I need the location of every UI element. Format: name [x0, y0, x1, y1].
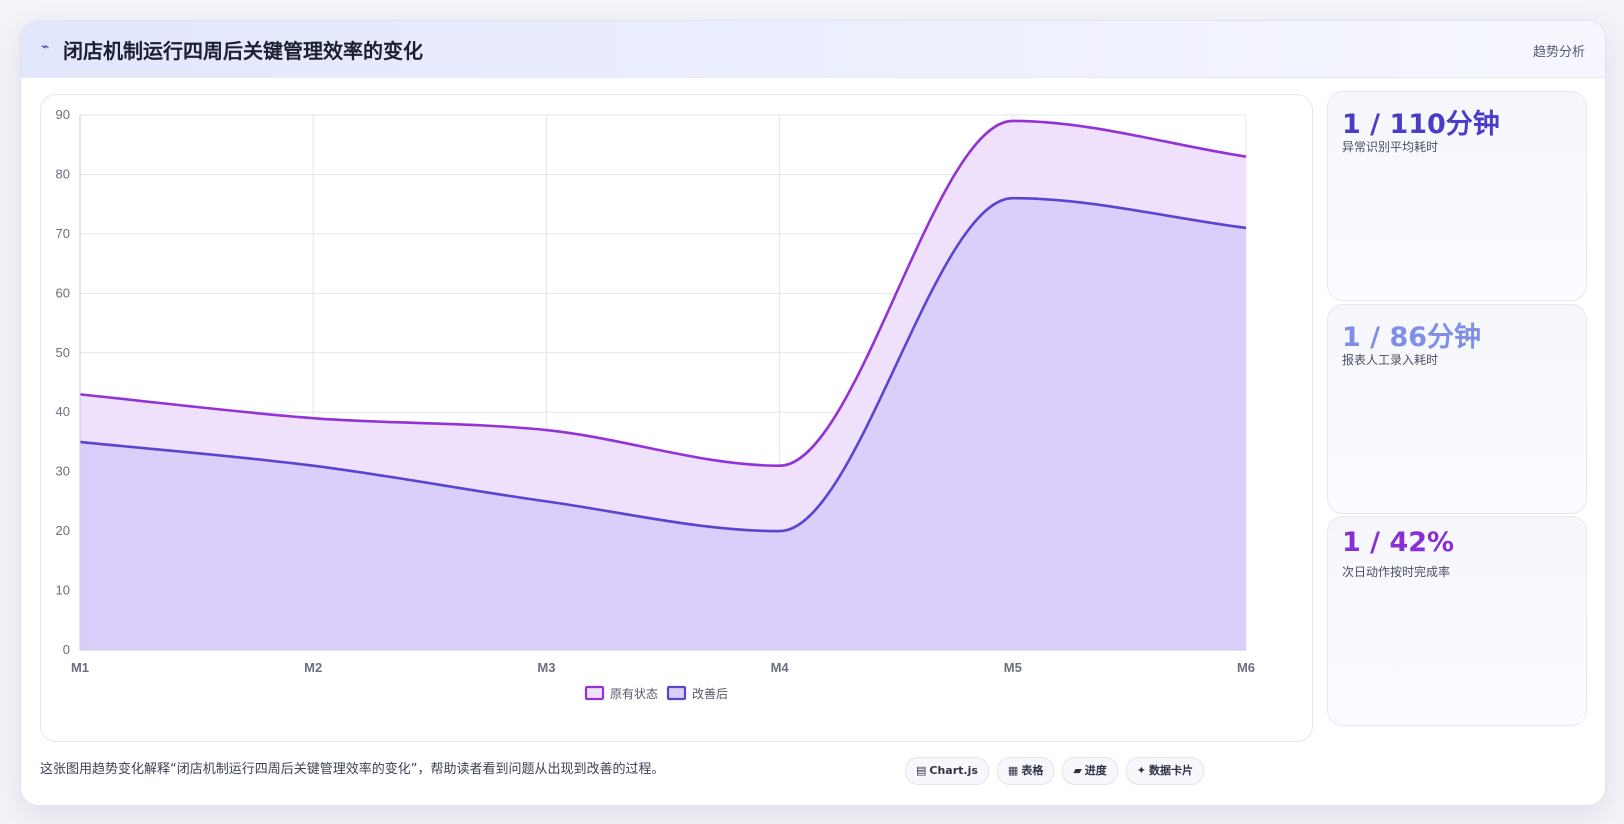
stat-value: 1 / 86分钟 — [1342, 322, 1482, 353]
stat-label: 次日动作按时完成率 — [1342, 565, 1451, 579]
analysis-type-tag: 趋势分析 — [1532, 45, 1585, 60]
chip-table[interactable]: ▦ 表格 — [996, 757, 1055, 785]
legend-label: 改善后 — [692, 686, 728, 701]
x-tick-label: M6 — [1237, 660, 1255, 675]
chip-label: 进度 — [1084, 764, 1107, 777]
y-tick-label: 0 — [63, 642, 70, 657]
table-icon: ▦ — [1007, 764, 1019, 777]
chart-panel: 0 10 20 30 40 50 60 70 80 90 M1 M2 M3 M4 M5 M6 原有状态 改善后 — [40, 94, 1313, 742]
chip-data-card[interactable]: ✦ 数据卡片 — [1125, 757, 1205, 785]
chart-icon: ▤ — [916, 764, 927, 777]
chip-label: 数据卡片 — [1149, 764, 1194, 777]
y-tick-label: 40 — [56, 404, 70, 419]
chip-chartjs[interactable]: ▤ Chart.js — [905, 757, 989, 785]
x-tick-label: M3 — [537, 660, 555, 675]
main-card: ⌁ 闭店机制运行四周后关键管理效率的变化 趋势分析 0 10 20 30 40 50 60 7… — [20, 20, 1606, 806]
page-title: 闭店机制运行四周后关键管理效率的变化 — [63, 39, 423, 63]
x-tick-label: M2 — [304, 660, 322, 675]
stat-card-anomaly-time: 1 / 110分钟 异常识别平均耗时 — [1327, 91, 1587, 301]
y-tick-label: 30 — [56, 464, 70, 479]
stat-value: 1 / 42% — [1342, 527, 1455, 558]
stat-card-report-entry-time: 1 / 86分钟 报表人工录入耗时 — [1327, 304, 1587, 514]
stat-card-completion-rate: 1 / 42% 次日动作按时完成率 — [1327, 516, 1587, 726]
chart-description: 这张图用趋势变化解释“闭店机制运行四周后关键管理效率的变化”，帮助读者看到问题从… — [40, 762, 665, 777]
y-tick-label: 10 — [56, 583, 70, 598]
tech-chips: ▤ Chart.js ▦ 表格 ▰ 进度 ✦ 数据卡片 — [905, 757, 1205, 785]
chip-progress[interactable]: ▰ 进度 — [1062, 757, 1118, 785]
y-tick-label: 70 — [56, 226, 70, 241]
chip-label: Chart.js — [929, 764, 978, 777]
legend-swatch — [666, 685, 687, 701]
sparkle-icon: ✦ — [1136, 764, 1147, 777]
y-tick-label: 60 — [56, 285, 70, 300]
series-area-1 — [80, 198, 1246, 650]
series-line-0 — [79, 119, 1247, 468]
area-chart: 0 10 20 30 40 50 60 70 80 90 M1 M2 M3 M4 M5 M6 原有状态 改善后 — [56, 107, 1256, 701]
legend-label: 原有状态 — [610, 687, 658, 701]
y-tick-label: 90 — [56, 107, 70, 122]
x-tick-label: M4 — [771, 660, 790, 675]
y-tick-label: 20 — [56, 523, 70, 538]
stat-label: 报表人工录入耗时 — [1342, 353, 1439, 367]
legend-swatch — [584, 685, 605, 701]
x-tick-label: M5 — [1004, 660, 1022, 675]
chip-label: 表格 — [1021, 764, 1044, 777]
x-tick-label: M1 — [71, 660, 89, 675]
progress-icon: ▰ — [1073, 764, 1082, 777]
y-tick-label: 80 — [56, 166, 70, 181]
card-header: ⌁ 闭店机制运行四周后关键管理效率的变化 趋势分析 — [21, 21, 1605, 78]
series-line-1 — [79, 196, 1247, 533]
y-tick-label: 50 — [56, 345, 70, 360]
trend-icon: ⌁ — [41, 39, 50, 55]
stat-value: 1 / 110分钟 — [1342, 109, 1500, 140]
stat-label: 异常识别平均耗时 — [1342, 140, 1439, 154]
